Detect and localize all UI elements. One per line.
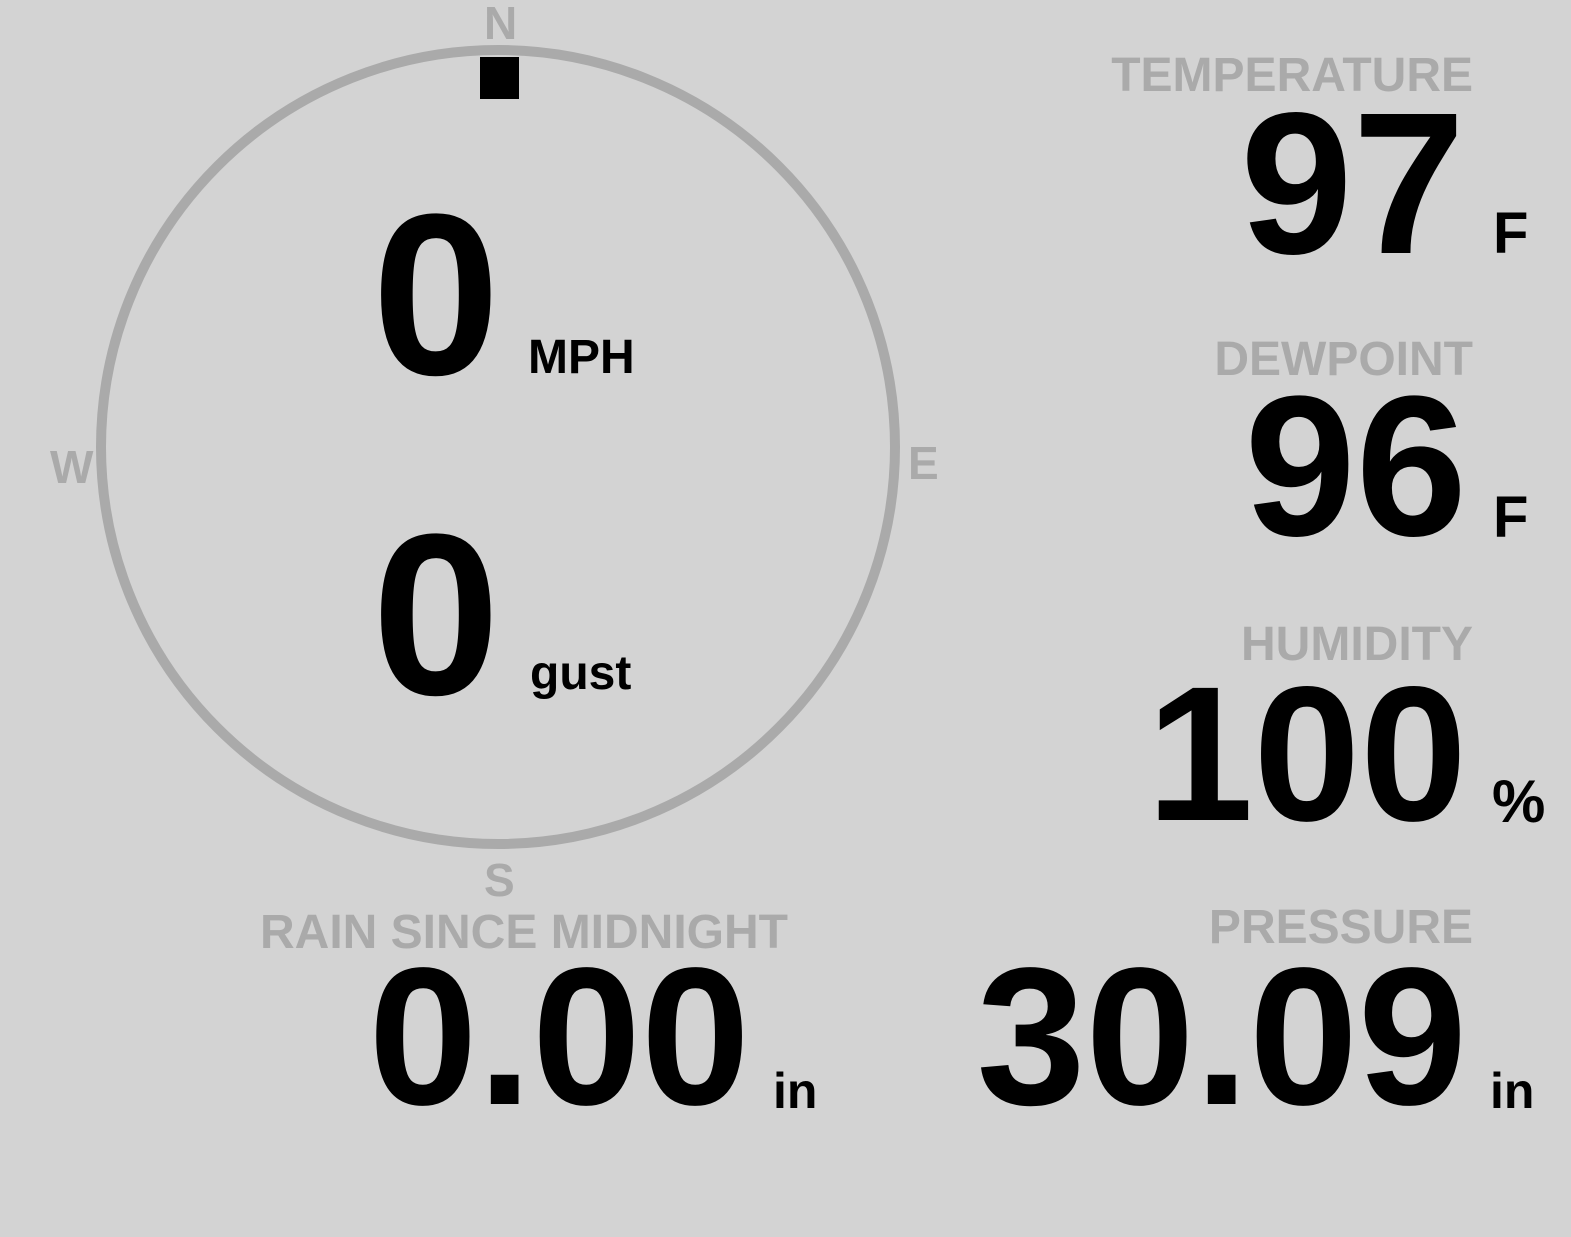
compass-north-label: N (484, 0, 518, 49)
wind-speed-unit: MPH (528, 331, 635, 384)
rain-value: 0.00 (368, 927, 750, 1146)
wind-direction-marker (480, 57, 519, 99)
dewpoint-unit: F (1493, 485, 1529, 550)
wind-speed-value: 0 (372, 166, 500, 423)
humidity-value: 100 (1146, 646, 1467, 861)
pressure-value: 30.09 (976, 927, 1467, 1146)
rain-label: RAIN SINCE MIDNIGHT (260, 906, 788, 959)
temperature-label: TEMPERATURE (1111, 49, 1473, 102)
pressure-label: PRESSURE (1208, 901, 1473, 954)
pressure-unit: in (1490, 1063, 1535, 1119)
compass-south-label: S (484, 854, 515, 906)
dewpoint-value: 96 (1244, 355, 1467, 578)
wind-gust-unit: gust (530, 647, 632, 700)
compass-east-label: E (908, 437, 939, 489)
temperature-value: 97 (1240, 70, 1465, 296)
compass-west-label: W (50, 441, 94, 493)
dewpoint-label: DEWPOINT (1214, 333, 1473, 386)
temperature-unit: F (1493, 201, 1529, 266)
rain-unit: in (773, 1063, 818, 1119)
humidity-unit: % (1492, 768, 1546, 835)
wind-gust-value: 0 (372, 486, 500, 743)
humidity-label: HUMIDITY (1241, 618, 1473, 671)
compass-ring (96, 45, 900, 849)
